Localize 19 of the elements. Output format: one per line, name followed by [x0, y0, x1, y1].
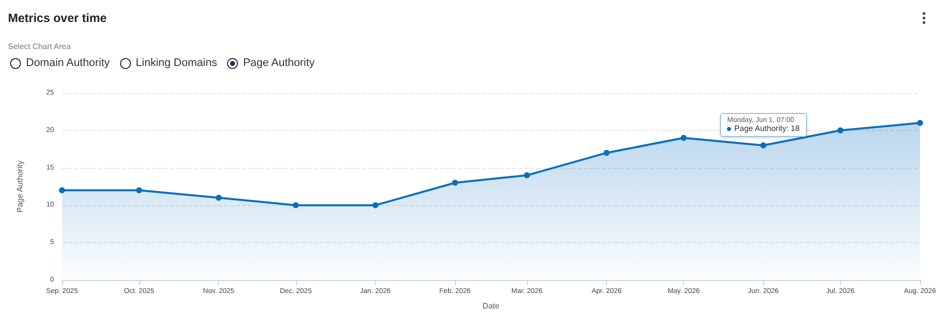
- point: [216, 194, 222, 201]
- y-axis-title: Page Authority: [16, 160, 24, 213]
- point: [372, 202, 378, 208]
- text: Linking Domains: [136, 57, 218, 69]
- point: [604, 150, 610, 156]
- point: [136, 187, 142, 194]
- point: [292, 202, 299, 208]
- x-axis-title: Date: [482, 302, 500, 310]
- point: [917, 120, 923, 126]
- point: [524, 172, 530, 178]
- point: [760, 142, 766, 148]
- chart-title: Metrics over time: [8, 11, 107, 25]
- point: [680, 134, 687, 141]
- point: [452, 180, 458, 186]
- point: [59, 187, 65, 194]
- text: Select Chart Area: [8, 42, 71, 51]
- text: Page Authority: [243, 57, 315, 69]
- text: Domain Authority: [26, 57, 110, 69]
- point: [837, 127, 844, 134]
